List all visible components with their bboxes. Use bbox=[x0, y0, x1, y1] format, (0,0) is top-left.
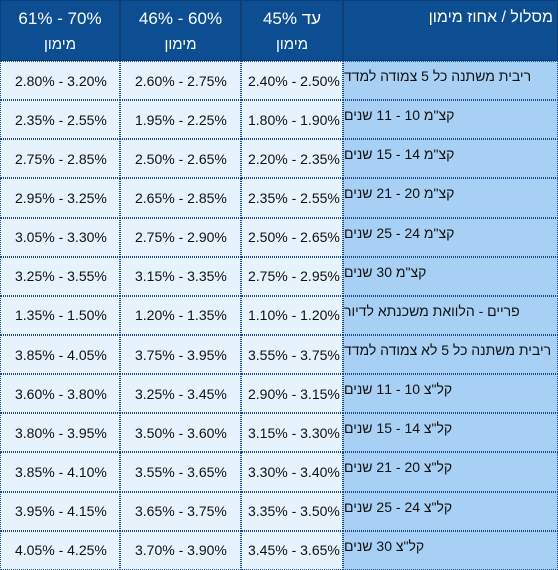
rate-cell: 1.95% - 2.25% bbox=[120, 100, 241, 140]
track-label-cell: קל"צ 24 - 25 שנים bbox=[343, 491, 558, 531]
rate-cell: 3.15% - 3.30% bbox=[241, 413, 343, 453]
rate-cell: 3.25% - 3.45% bbox=[120, 374, 241, 414]
rate-cell: 3.80% - 3.95% bbox=[0, 413, 120, 453]
rate-cell: 3.55% - 3.75% bbox=[241, 334, 343, 375]
rate-cell: 3.70% - 3.90% bbox=[120, 530, 241, 570]
track-label-cell: קצ"מ 30 שנים bbox=[343, 256, 558, 296]
rate-cell: 3.85% - 4.10% bbox=[0, 452, 120, 492]
rate-cell: 2.50% - 2.65% bbox=[241, 217, 343, 257]
rate-cell: 3.30% - 3.40% bbox=[241, 452, 343, 492]
track-label-cell: קצ"מ 10 - 11 שנים bbox=[343, 100, 558, 140]
rate-cell: 3.95% - 4.15% bbox=[0, 491, 120, 531]
track-label-cell: קצ"מ 20 - 21 שנים bbox=[343, 178, 558, 218]
rate-cell: 3.35% - 3.50% bbox=[241, 491, 343, 531]
rate-cell: 2.50% - 2.65% bbox=[120, 139, 241, 179]
rate-cell: 1.20% - 1.35% bbox=[120, 295, 241, 335]
rate-cell: 2.90% - 3.15% bbox=[241, 374, 343, 414]
header-col-61-70: 61% - 70% מימון bbox=[0, 0, 120, 61]
track-label-cell: קצ"מ 14 - 15 שנים bbox=[343, 139, 558, 179]
rate-cell: 2.65% - 2.85% bbox=[120, 178, 241, 218]
rate-cell: 1.10% - 1.20% bbox=[241, 295, 343, 335]
rate-cell: 2.80% - 3.20% bbox=[0, 61, 120, 101]
rate-cell: 3.60% - 3.80% bbox=[0, 374, 120, 414]
header-sub: מימון bbox=[44, 36, 76, 53]
header-range: 46% - 60% bbox=[138, 8, 223, 28]
rate-cell: 2.95% - 3.25% bbox=[0, 178, 120, 218]
track-label-cell: קצ"מ 24 - 25 שנים bbox=[343, 217, 558, 257]
track-label-cell: פריים - הלוואת משכנתא לדיור bbox=[343, 295, 558, 335]
header-track-label: מסלול / אחוז מימון bbox=[343, 0, 558, 61]
rate-cell: 3.15% - 3.35% bbox=[120, 256, 241, 296]
rate-cell: 3.50% - 3.60% bbox=[120, 413, 241, 453]
rate-cell: 2.20% - 2.35% bbox=[241, 139, 343, 179]
header-range: 61% - 70% bbox=[18, 8, 102, 28]
track-label-cell: ריבית משתנה כל 5 לא צמודה למדד bbox=[343, 334, 558, 375]
rate-cell: 2.35% - 2.55% bbox=[0, 100, 120, 140]
rate-cell: 1.35% - 1.50% bbox=[0, 295, 120, 335]
rate-cell: 2.40% - 2.50% bbox=[241, 61, 343, 101]
header-sub: מימון bbox=[276, 36, 308, 53]
track-label-cell: קל"צ 14 - 15 שנים bbox=[343, 413, 558, 453]
rate-cell: 3.05% - 3.30% bbox=[0, 217, 120, 257]
rate-cell: 4.05% - 4.25% bbox=[0, 530, 120, 570]
rate-cell: 2.75% - 2.85% bbox=[0, 139, 120, 179]
rate-cell: 3.85% - 4.05% bbox=[0, 334, 120, 375]
rate-cell: 3.55% - 3.65% bbox=[120, 452, 241, 492]
header-col-up-to-45: עד 45% מימון bbox=[241, 0, 343, 61]
track-label-cell: קל"צ 30 שנים bbox=[343, 530, 558, 570]
track-label-cell: ריבית משתנה כל 5 צמודה למדד bbox=[343, 61, 558, 101]
track-label-cell: קל"צ 10 - 11 שנים bbox=[343, 374, 558, 414]
rate-cell: 2.75% - 2.95% bbox=[241, 256, 343, 296]
rate-cell: 3.25% - 3.55% bbox=[0, 256, 120, 296]
rate-cell: 3.45% - 3.65% bbox=[241, 530, 343, 570]
header-col-46-60: 46% - 60% מימון bbox=[120, 0, 241, 61]
header-range: עד 45% bbox=[262, 8, 322, 28]
rate-cell: 1.80% - 1.90% bbox=[241, 100, 343, 140]
rate-cell: 2.60% - 2.75% bbox=[120, 61, 241, 101]
rate-cell: 3.75% - 3.95% bbox=[120, 334, 241, 375]
header-sub: מימון bbox=[164, 36, 197, 53]
rate-cell: 2.35% - 2.55% bbox=[241, 178, 343, 218]
rate-cell: 2.75% - 2.90% bbox=[120, 217, 241, 257]
track-label-cell: קל"צ 20 - 21 שנים bbox=[343, 452, 558, 492]
rate-cell: 3.65% - 3.75% bbox=[120, 491, 241, 531]
